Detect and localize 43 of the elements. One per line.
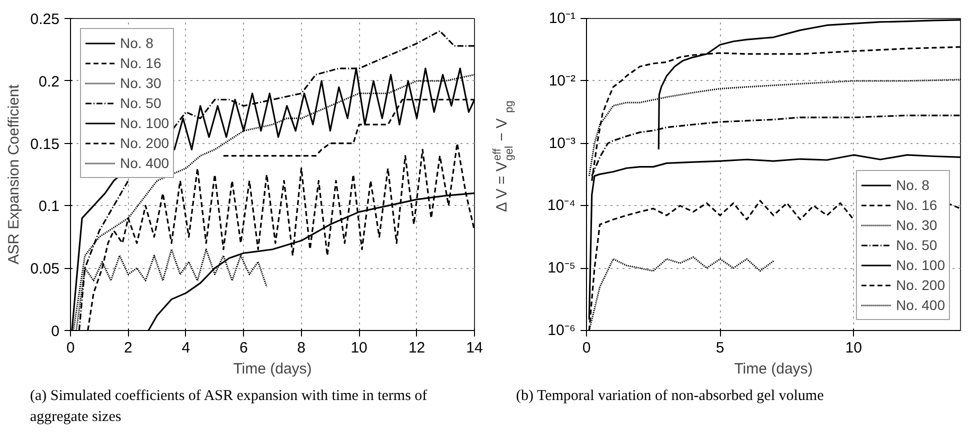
y-tick-label: 0.05 bbox=[30, 260, 60, 278]
x-tick-label: 4 bbox=[182, 340, 190, 356]
legend-label: No. 200 bbox=[896, 277, 945, 293]
y-tick-label: 10⁻² bbox=[548, 72, 576, 90]
x-tick-label: 8 bbox=[297, 340, 306, 356]
legend-label: No. 400 bbox=[896, 297, 945, 313]
y-tick-label: 10⁻¹ bbox=[548, 10, 576, 27]
legend-label: No. 8 bbox=[120, 35, 154, 51]
y-tick-label: 10⁻⁴ bbox=[547, 197, 576, 214]
y-tick-label: 0.25 bbox=[30, 11, 60, 28]
legend-label: No. 16 bbox=[120, 55, 162, 71]
legend-label: No. 30 bbox=[120, 75, 162, 91]
text: (a) Simulated coefficients of ASR expansion with time in terms of aggregate sizes bbox=[30, 387, 428, 428]
x-tick-label: 6 bbox=[239, 340, 248, 356]
y-axis-title: ASR Expansion Coefficient bbox=[5, 84, 22, 264]
y-tick-label: 0 bbox=[51, 323, 60, 340]
y-tick-label: 0.2 bbox=[38, 73, 60, 90]
x-axis-title: Time (days) bbox=[233, 360, 312, 378]
x-tick-label: 2 bbox=[124, 340, 132, 356]
y-tick-label: 10⁻⁵ bbox=[548, 260, 576, 277]
legend-label: No. 30 bbox=[896, 217, 938, 233]
x-tick-label: 12 bbox=[408, 340, 426, 356]
legend-label: No. 50 bbox=[120, 95, 162, 111]
y-axis-title: Δ V = Veffgel − Vpg bbox=[492, 100, 516, 212]
y-tick-label: 10⁻⁶ bbox=[548, 322, 576, 339]
legend-label: No. 200 bbox=[120, 135, 170, 151]
y-tick-label: 0.1 bbox=[38, 198, 60, 216]
y-tick-label: 0.15 bbox=[30, 136, 60, 153]
legend-label: No. 100 bbox=[896, 257, 945, 273]
legend-label: No. 16 bbox=[896, 197, 938, 213]
x-tick-label: 0 bbox=[582, 340, 591, 356]
y-tick-label: 10⁻³ bbox=[548, 134, 576, 152]
legend-label: No. 400 bbox=[120, 155, 170, 171]
x-tick-label: 0 bbox=[66, 340, 75, 356]
x-tick-label: 10 bbox=[350, 340, 368, 356]
x-tick-label: 10 bbox=[845, 340, 862, 356]
x-tick-label: 5 bbox=[716, 340, 724, 356]
legend-label: No. 100 bbox=[120, 115, 170, 131]
x-tick-label: 14 bbox=[466, 340, 483, 356]
legend-label: No. 8 bbox=[896, 177, 930, 193]
x-axis-title: Time (days) bbox=[734, 360, 813, 378]
text: (b) Temporal variation of non-absorbed gel volume bbox=[516, 387, 824, 406]
legend-label: No. 50 bbox=[896, 237, 938, 253]
